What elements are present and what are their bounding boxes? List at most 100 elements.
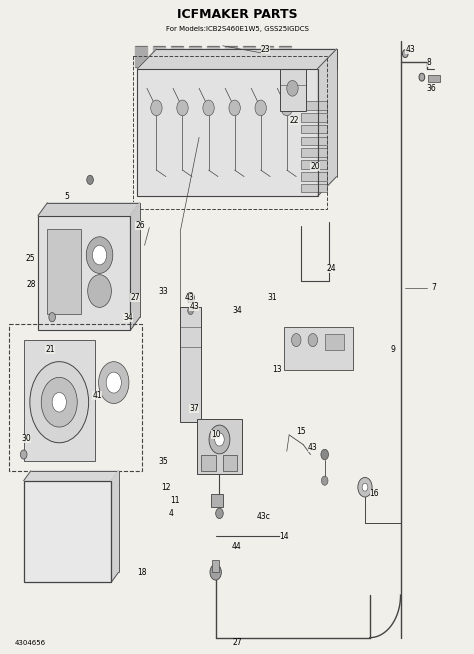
- Bar: [301, 184, 327, 192]
- Circle shape: [216, 508, 223, 519]
- Bar: [284, 327, 353, 370]
- Text: 26: 26: [135, 221, 145, 230]
- Circle shape: [308, 334, 318, 347]
- Text: 21: 21: [45, 345, 55, 354]
- Polygon shape: [111, 471, 118, 582]
- Polygon shape: [243, 46, 255, 67]
- Bar: [180, 307, 201, 422]
- Text: 43c: 43c: [256, 512, 270, 521]
- Circle shape: [209, 425, 230, 454]
- Text: 33: 33: [159, 286, 168, 296]
- Text: 34: 34: [123, 313, 133, 322]
- Circle shape: [229, 100, 240, 116]
- Bar: [325, 334, 344, 350]
- Text: 24: 24: [327, 264, 337, 273]
- Circle shape: [88, 275, 111, 307]
- Text: 35: 35: [159, 456, 168, 466]
- Text: 13: 13: [273, 365, 282, 374]
- Text: 7: 7: [431, 283, 436, 292]
- Text: ICFMAKER PARTS: ICFMAKER PARTS: [177, 8, 297, 21]
- Circle shape: [215, 433, 224, 446]
- Circle shape: [358, 477, 372, 497]
- Bar: [301, 172, 327, 181]
- Bar: [24, 481, 111, 582]
- Circle shape: [255, 100, 266, 116]
- Bar: [301, 125, 327, 133]
- Text: 25: 25: [26, 254, 36, 263]
- Polygon shape: [135, 46, 147, 67]
- Text: For Models:ICB2S460E1W5, GSS25IGDCS: For Models:ICB2S460E1W5, GSS25IGDCS: [165, 26, 309, 32]
- Circle shape: [41, 377, 77, 427]
- Bar: [301, 148, 327, 157]
- Bar: [301, 137, 327, 145]
- Text: 43: 43: [308, 443, 318, 453]
- Bar: [428, 75, 440, 82]
- Text: 10: 10: [211, 430, 220, 439]
- Bar: [197, 419, 242, 474]
- Circle shape: [52, 392, 66, 412]
- Text: 34: 34: [232, 306, 242, 315]
- Text: 4304656: 4304656: [14, 640, 46, 646]
- Bar: [24, 340, 95, 461]
- Text: 15: 15: [296, 427, 306, 436]
- Polygon shape: [318, 49, 337, 196]
- Text: 28: 28: [26, 280, 36, 289]
- Circle shape: [362, 483, 368, 491]
- Text: 11: 11: [171, 496, 180, 505]
- Text: 18: 18: [137, 568, 147, 577]
- Text: 20: 20: [310, 162, 320, 171]
- Polygon shape: [153, 46, 165, 67]
- Bar: [280, 69, 306, 111]
- Circle shape: [321, 449, 328, 460]
- Circle shape: [87, 175, 93, 184]
- Bar: [211, 494, 223, 507]
- Circle shape: [419, 73, 425, 81]
- Circle shape: [292, 334, 301, 347]
- Bar: [47, 229, 81, 314]
- Polygon shape: [137, 69, 318, 196]
- Polygon shape: [24, 481, 111, 582]
- Circle shape: [188, 307, 193, 315]
- Text: 31: 31: [268, 293, 277, 302]
- Circle shape: [92, 245, 107, 265]
- Bar: [223, 455, 237, 471]
- Polygon shape: [130, 203, 140, 330]
- Circle shape: [281, 100, 292, 116]
- Circle shape: [210, 564, 221, 580]
- Text: 43: 43: [405, 44, 415, 54]
- Text: 44: 44: [232, 542, 242, 551]
- Circle shape: [321, 476, 328, 485]
- Bar: [38, 216, 130, 330]
- Circle shape: [187, 292, 194, 303]
- Circle shape: [86, 237, 113, 273]
- Circle shape: [151, 100, 162, 116]
- Circle shape: [106, 372, 121, 393]
- Text: 8: 8: [427, 58, 431, 67]
- Text: 37: 37: [190, 404, 199, 413]
- Bar: [301, 160, 327, 169]
- Text: 4: 4: [168, 509, 173, 518]
- Text: 27: 27: [130, 293, 140, 302]
- Circle shape: [203, 100, 214, 116]
- Text: 27: 27: [232, 638, 242, 647]
- Polygon shape: [225, 46, 237, 67]
- Circle shape: [20, 450, 27, 459]
- Polygon shape: [38, 216, 130, 330]
- Text: 43: 43: [185, 293, 194, 302]
- Bar: [301, 113, 327, 122]
- Text: 43: 43: [190, 301, 199, 311]
- Bar: [301, 101, 327, 110]
- Polygon shape: [189, 46, 201, 67]
- Polygon shape: [261, 46, 273, 67]
- Text: 12: 12: [161, 483, 171, 492]
- Text: 16: 16: [370, 489, 379, 498]
- Text: 30: 30: [21, 434, 31, 443]
- Text: 9: 9: [391, 345, 396, 354]
- Polygon shape: [171, 46, 183, 67]
- Polygon shape: [207, 46, 219, 67]
- Circle shape: [402, 50, 408, 58]
- Bar: [201, 455, 216, 471]
- Circle shape: [177, 100, 188, 116]
- Polygon shape: [38, 203, 140, 216]
- Text: 5: 5: [64, 192, 69, 201]
